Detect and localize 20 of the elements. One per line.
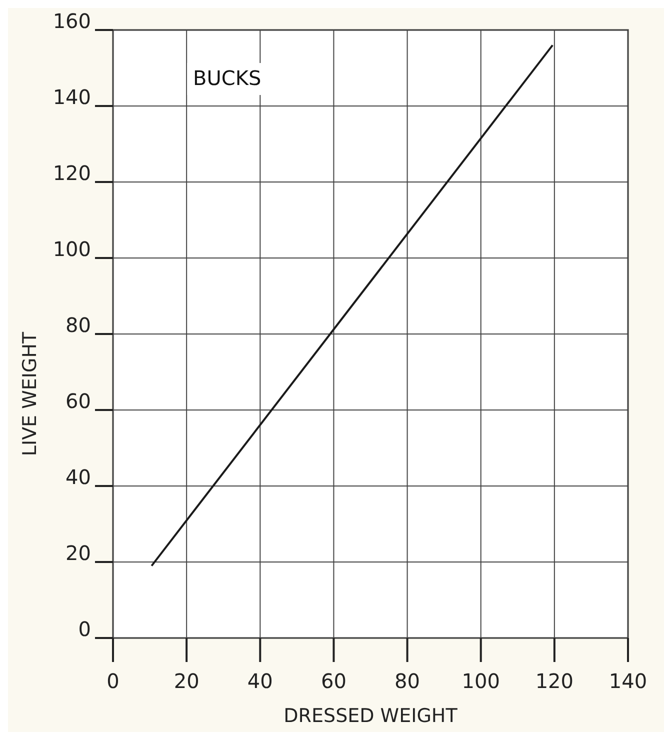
x-tick-label: 0: [106, 669, 120, 693]
y-tick-label: 80: [66, 313, 91, 337]
y-tick-label: 140: [52, 85, 91, 109]
y-tick-label: 40: [66, 465, 91, 489]
x-tick-label: 20: [174, 669, 200, 693]
x-tick-label: 100: [462, 669, 500, 693]
x-tick-label: 40: [247, 669, 273, 693]
y-tick-label: 60: [66, 389, 91, 413]
y-tick-label: 120: [52, 161, 91, 185]
x-tick-label: 80: [394, 669, 420, 693]
annotation: BUCKS: [193, 66, 262, 90]
y-tick-label: 0: [78, 617, 91, 641]
y-tick-label: 100: [52, 237, 91, 261]
y-tick-label: 20: [66, 541, 91, 565]
y-axis-title: LIVE WEIGHT: [19, 331, 41, 456]
x-tick-label: 140: [608, 669, 648, 693]
y-tick-label: 160: [52, 9, 91, 33]
x-tick-label: 120: [535, 669, 574, 693]
x-axis-title: DRESSED WEIGHT: [284, 705, 458, 727]
x-tick-label: 60: [320, 669, 346, 693]
